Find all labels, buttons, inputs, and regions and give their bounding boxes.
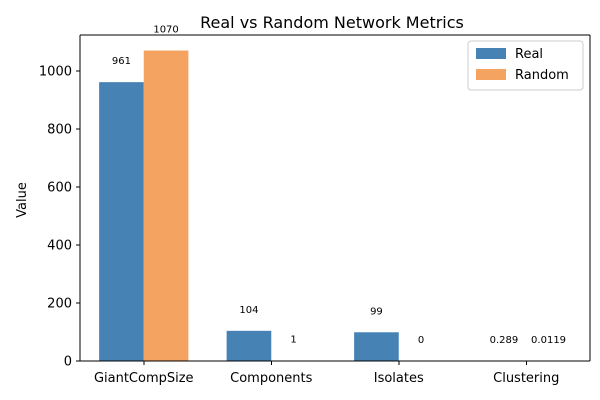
bar-real-components [226, 330, 272, 361]
data-label-random-components: 1 [290, 335, 296, 346]
chart-title: Real vs Random Network Metrics [200, 13, 464, 32]
x-tick-label-components: Components [230, 371, 312, 386]
y-tick-label-600: 600 [47, 180, 72, 195]
bar-random-giantcompsize [143, 50, 189, 362]
legend: Real Random [467, 40, 584, 91]
x-tick-label-clustering: Clustering [493, 371, 559, 386]
bar-real-giantcompsize [99, 82, 144, 362]
legend-swatch-real [476, 48, 506, 59]
data-label-real-giantcompsize: 961 [112, 56, 131, 67]
y-tick-label-800: 800 [47, 122, 72, 137]
data-label-random-clustering: 0.0119 [531, 335, 566, 346]
x-tick-label-isolates: Isolates [374, 371, 424, 386]
y-tick-label-200: 200 [47, 296, 72, 311]
legend-label-real: Real [515, 47, 543, 62]
y-tick-label-1000: 1000 [39, 64, 72, 79]
data-label-random-isolates: 0 [418, 335, 424, 346]
legend-swatch-random [476, 69, 506, 80]
data-label-real-components: 104 [239, 305, 258, 316]
data-label-real-clustering: 0.289 [490, 335, 519, 346]
data-label-real-isolates: 99 [370, 306, 383, 317]
y-axis-label: Value [15, 182, 30, 218]
bar-real-isolates [354, 332, 399, 361]
plot-area: 961 104 99 0.289 1070 1 0 0.0119 0 200 400 600 800 10… [39, 25, 591, 386]
x-tick-label-giantcompsize: GiantCompSize [94, 371, 194, 386]
legend-label-random: Random [515, 68, 569, 83]
data-label-random-giantcompsize: 1070 [153, 25, 178, 36]
y-tick-label-0: 0 [64, 355, 72, 370]
y-tick-label-400: 400 [47, 238, 72, 253]
